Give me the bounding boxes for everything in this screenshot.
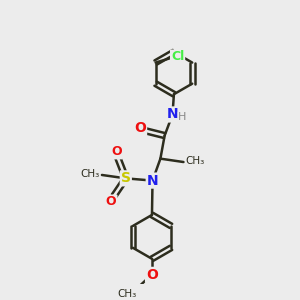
Text: N: N xyxy=(147,174,158,188)
Text: O: O xyxy=(146,268,158,282)
Text: CH₃: CH₃ xyxy=(186,157,205,166)
Text: O: O xyxy=(134,121,146,135)
Text: CH₃: CH₃ xyxy=(117,289,136,299)
Text: N: N xyxy=(167,107,178,122)
Text: O: O xyxy=(111,146,122,158)
Text: S: S xyxy=(121,171,131,185)
Text: CH₃: CH₃ xyxy=(80,169,100,179)
Text: O: O xyxy=(106,196,116,208)
Text: Cl: Cl xyxy=(171,50,184,63)
Text: H: H xyxy=(178,112,187,122)
